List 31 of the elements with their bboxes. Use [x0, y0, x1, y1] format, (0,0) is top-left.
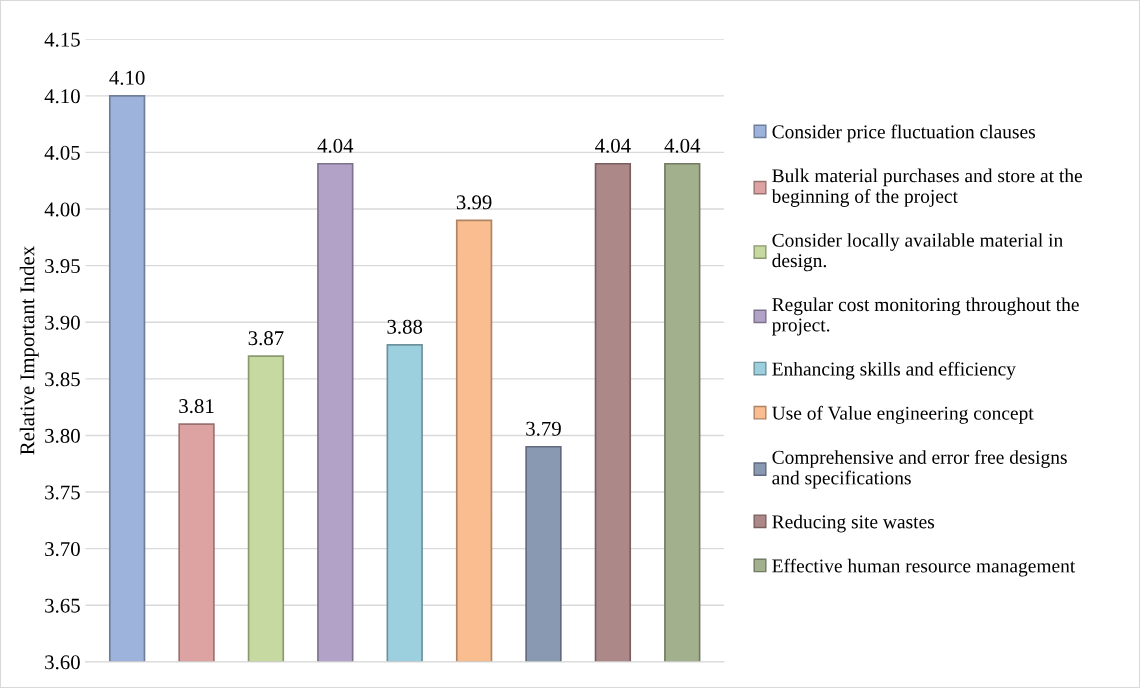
legend-label: Consider price fluctuation clauses — [772, 124, 1035, 143]
y-tick-label: 3.80 — [45, 428, 80, 443]
y-axis-title: Relative Important Index — [19, 246, 39, 455]
data-label: 4.04 — [595, 138, 631, 153]
legend-label: Bulk material purchases and store at the beginning of the project — [771, 168, 1082, 207]
data-label: 4.04 — [664, 138, 701, 153]
y-tick-label: 4.15 — [44, 32, 80, 47]
y-tick-label: 3.60 — [45, 655, 80, 670]
y-tick-label: 3.85 — [45, 372, 80, 387]
data-label: 3.99 — [456, 195, 492, 210]
data-label: 4.10 — [109, 70, 145, 85]
data-label: 3.81 — [179, 399, 214, 414]
y-tick-label: 4.05 — [44, 145, 80, 160]
y-tick-label: 3.70 — [45, 542, 80, 557]
legend-label: Enhancing skills and efficiency — [772, 361, 1016, 380]
legend-label: Comprehensive and error free designs and specifications — [772, 450, 1067, 489]
legend-label: Effective human resource management — [772, 558, 1076, 577]
legend-label: Regular cost monitoring throughout the project. — [771, 297, 1079, 336]
y-tick-label: 3.95 — [45, 259, 80, 274]
legend-label: Reducing site wastes — [772, 514, 935, 533]
legend-label: Use of Value engineering concept — [772, 405, 1034, 424]
data-label: 3.88 — [387, 319, 423, 334]
y-tick-label: 3.90 — [45, 315, 80, 330]
y-tick-label: 4.00 — [44, 202, 80, 217]
data-label: 4.04 — [317, 138, 354, 153]
y-tick-label: 3.65 — [45, 598, 80, 613]
y-tick-label: 4.10 — [44, 89, 80, 104]
data-label: 3.87 — [248, 331, 284, 346]
legend-label: Consider locally available material in design. — [772, 233, 1063, 272]
data-label: 3.79 — [526, 421, 561, 436]
y-tick-label: 3.75 — [45, 485, 80, 500]
